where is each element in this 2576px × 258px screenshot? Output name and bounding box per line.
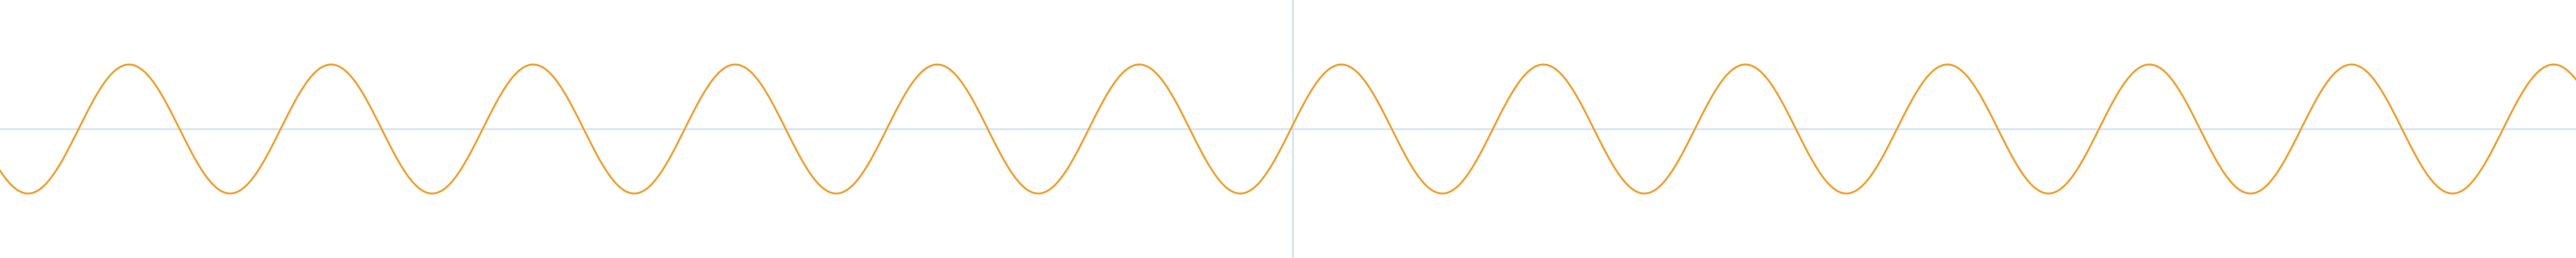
sine-series-line: [0, 63, 2576, 195]
